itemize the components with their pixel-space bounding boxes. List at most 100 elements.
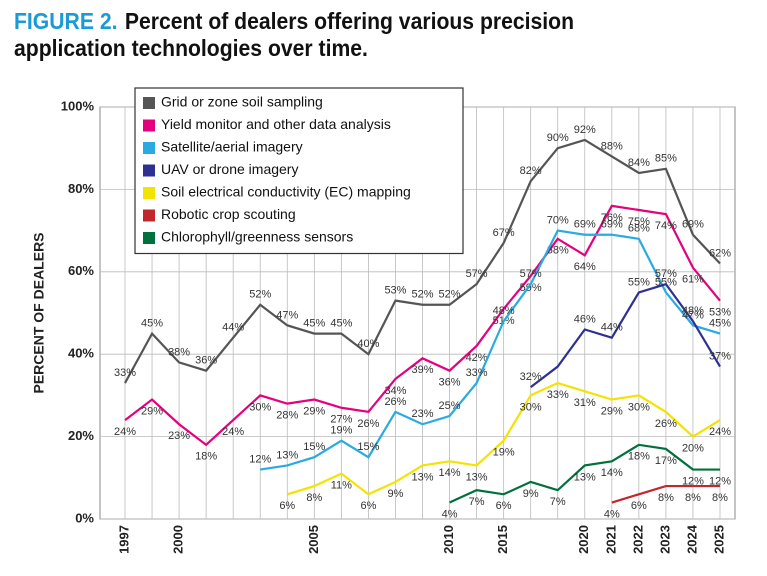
data-label: 67% xyxy=(493,227,515,239)
data-label: 28% xyxy=(276,410,298,422)
data-label: 26% xyxy=(384,396,406,408)
data-label: 9% xyxy=(388,488,404,500)
data-label: 7% xyxy=(550,496,566,508)
data-label: 61% xyxy=(682,274,704,286)
data-label: 33% xyxy=(466,367,488,379)
data-label: 75% xyxy=(628,216,650,228)
data-label: 11% xyxy=(331,480,352,492)
data-label: 25% xyxy=(439,400,461,412)
legend-swatch xyxy=(143,209,155,222)
data-label: 14% xyxy=(439,467,461,479)
data-label: 30% xyxy=(520,401,542,413)
data-label: 8% xyxy=(712,492,728,504)
data-label: 24% xyxy=(709,426,731,438)
data-label: 69% xyxy=(601,219,623,231)
data-label: 6% xyxy=(279,500,295,512)
x-tick-label: 2025 xyxy=(711,525,726,554)
series-line xyxy=(530,282,721,389)
data-label: 13% xyxy=(466,471,488,483)
data-label: 24% xyxy=(114,426,136,438)
data-label: 52% xyxy=(411,289,433,301)
legend-label: Grid or zone soil sampling xyxy=(161,94,323,110)
data-label: 19% xyxy=(330,425,352,437)
data-label: 47% xyxy=(276,309,298,321)
data-label: 13% xyxy=(411,471,433,483)
legend-swatch xyxy=(143,187,155,199)
data-label: 12% xyxy=(249,453,271,465)
data-label: 13% xyxy=(276,449,298,461)
data-label: 55% xyxy=(628,276,650,288)
data-label: 12% xyxy=(709,475,731,487)
data-label: 53% xyxy=(709,307,731,319)
chart-title: Percent of dealers offering various prec… xyxy=(14,8,575,61)
series-line xyxy=(286,381,721,496)
data-label: 27% xyxy=(330,414,352,426)
x-tick-label: 2005 xyxy=(306,525,321,554)
data-label: 57% xyxy=(466,268,488,280)
data-label: 6% xyxy=(360,500,376,512)
data-label: 13% xyxy=(574,471,596,483)
data-label: 37% xyxy=(709,350,731,362)
data-label: 17% xyxy=(655,455,677,467)
legend-label: Robotic crop scouting xyxy=(161,206,296,222)
data-label: 6% xyxy=(496,500,512,512)
data-label: 69% xyxy=(574,219,596,231)
data-label: 33% xyxy=(114,367,136,379)
data-label: 29% xyxy=(303,405,325,417)
data-label: 4% xyxy=(442,508,458,520)
data-label: 46% xyxy=(574,313,596,325)
data-label: 39% xyxy=(411,364,433,376)
header: FIGURE 2. Percent of dealers offering var… xyxy=(14,8,676,62)
x-tick-label: 2020 xyxy=(576,525,591,554)
data-label: 6% xyxy=(631,500,647,512)
data-label: 48% xyxy=(682,305,704,317)
data-label: 52% xyxy=(249,289,271,301)
data-label: 23% xyxy=(411,408,433,420)
data-label: 36% xyxy=(195,355,217,367)
data-label: 45% xyxy=(141,318,163,330)
data-label: 18% xyxy=(195,451,217,463)
data-label: 33% xyxy=(547,389,569,401)
legend-label: UAV or drone imagery xyxy=(161,161,298,177)
y-tick-label: 80% xyxy=(68,181,94,196)
data-label: 4% xyxy=(604,508,620,520)
data-label: 26% xyxy=(357,418,379,430)
series-line xyxy=(611,484,720,504)
y-tick-label: 0% xyxy=(75,510,94,525)
data-label: 8% xyxy=(685,492,701,504)
data-label: 64% xyxy=(574,261,596,273)
data-label: 57% xyxy=(655,268,677,280)
data-label: 70% xyxy=(547,215,569,227)
x-tick-label: 2010 xyxy=(441,525,456,554)
data-label: 20% xyxy=(682,443,704,455)
data-label: 76% xyxy=(601,212,623,224)
data-label: 38% xyxy=(168,346,190,358)
data-label: 74% xyxy=(655,220,677,232)
legend-swatch xyxy=(143,232,155,244)
series-line xyxy=(124,138,721,384)
data-label: 85% xyxy=(655,153,677,165)
legend-swatch xyxy=(143,119,155,132)
data-label: 45% xyxy=(303,318,325,330)
x-tick-label: 2021 xyxy=(603,525,618,554)
x-tick-label: 2015 xyxy=(495,525,510,554)
data-label: 44% xyxy=(601,322,623,334)
data-label: 26% xyxy=(655,418,677,430)
data-label: 30% xyxy=(628,401,650,413)
data-label: 42% xyxy=(466,352,488,364)
data-label: 12% xyxy=(682,475,704,487)
data-label: 30% xyxy=(249,401,271,413)
series-line xyxy=(260,229,721,471)
data-label: 88% xyxy=(601,140,623,152)
y-tick-label: 60% xyxy=(68,263,94,278)
data-label: 7% xyxy=(469,496,485,508)
data-label: 15% xyxy=(357,441,379,453)
x-tick-label: 2023 xyxy=(657,525,672,554)
y-axis-label: PERCENT OF DEALERS xyxy=(31,232,47,393)
y-tick-label: 20% xyxy=(68,428,94,443)
data-label: 31% xyxy=(574,397,596,409)
series-line xyxy=(124,204,721,447)
data-label: 69% xyxy=(682,219,704,231)
legend: Grid or zone soil sampling Yield monitor … xyxy=(134,87,464,255)
data-label: 68% xyxy=(628,223,650,235)
